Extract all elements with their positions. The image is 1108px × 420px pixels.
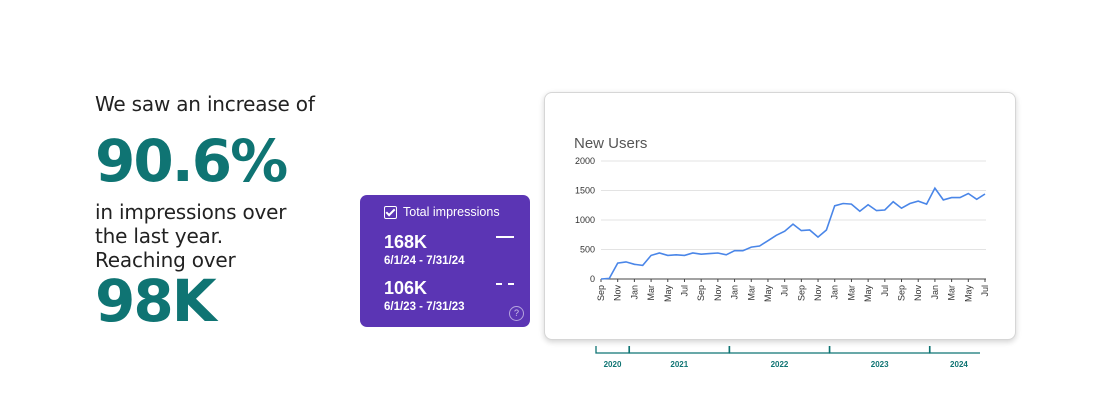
x-tick-label: Jan bbox=[730, 285, 740, 300]
headline-text-2: the last year. bbox=[95, 224, 223, 248]
y-tick-label: 500 bbox=[580, 245, 595, 255]
y-tick-label: 2000 bbox=[575, 156, 595, 166]
impressions-toggle[interactable]: Total impressions bbox=[384, 205, 500, 219]
dashed-line-legend-icon bbox=[496, 283, 514, 285]
headline-text-3: Reaching over bbox=[95, 248, 236, 272]
x-tick-label: Nov bbox=[713, 285, 723, 302]
x-tick-label: May bbox=[863, 285, 873, 303]
x-tick-label: Jul bbox=[980, 285, 990, 297]
x-tick-label: May bbox=[663, 285, 673, 303]
year-label: 2021 bbox=[670, 360, 688, 369]
y-tick-label: 0 bbox=[590, 274, 595, 284]
year-label: 2023 bbox=[871, 360, 889, 369]
x-tick-label: Jan bbox=[629, 285, 639, 300]
year-bracket bbox=[628, 346, 730, 354]
chart-title: New Users bbox=[574, 135, 647, 152]
x-tick-label: Nov bbox=[613, 285, 623, 302]
x-tick-label: Mar bbox=[746, 285, 756, 301]
year-bracket bbox=[595, 346, 630, 354]
x-tick-label: Jul bbox=[780, 285, 790, 297]
x-tick-label: Mar bbox=[947, 285, 957, 301]
previous-date-range: 6/1/23 - 7/31/23 bbox=[384, 301, 465, 313]
x-tick-label: Sep bbox=[596, 285, 606, 301]
total-impressions-card: Total impressions 168K 6/1/24 - 7/31/24 … bbox=[360, 195, 530, 327]
previous-period: 106K 6/1/23 - 7/31/23 bbox=[384, 278, 465, 314]
x-tick-label: Sep bbox=[696, 285, 706, 301]
increase-percentage: 90.6% bbox=[95, 127, 288, 195]
year-bracket bbox=[929, 346, 980, 354]
headline-intro: We saw an increase of bbox=[95, 92, 315, 116]
headline-text-1: in impressions over bbox=[95, 200, 287, 224]
x-tick-label: Sep bbox=[897, 285, 907, 301]
x-tick-label: Nov bbox=[813, 285, 823, 302]
x-tick-label: Nov bbox=[913, 285, 923, 302]
year-label: 2022 bbox=[771, 360, 789, 369]
checkbox-icon[interactable] bbox=[384, 205, 397, 219]
x-tick-label: Mar bbox=[846, 285, 856, 301]
year-bracket bbox=[829, 346, 931, 354]
y-tick-label: 1500 bbox=[575, 186, 595, 196]
question-icon[interactable]: ? bbox=[509, 306, 524, 321]
current-date-range: 6/1/24 - 7/31/24 bbox=[384, 255, 465, 267]
year-label: 2020 bbox=[604, 360, 622, 369]
x-tick-label: Jan bbox=[930, 285, 940, 300]
year-label: 2024 bbox=[950, 360, 968, 369]
new-users-chart-card: New Users 0 500 1000 1500 2000 Sep Nov Jan Mar M… bbox=[544, 92, 1016, 340]
current-period: 168K 6/1/24 - 7/31/24 bbox=[384, 232, 465, 268]
year-brackets: 2020 2021 2022 2023 2024 bbox=[595, 346, 980, 369]
x-tick-label: May bbox=[763, 285, 773, 303]
impressions-title: Total impressions bbox=[403, 205, 500, 219]
new-users-line bbox=[600, 186, 986, 280]
current-impressions-value: 168K bbox=[384, 232, 428, 252]
x-tick-label: Jan bbox=[830, 285, 840, 300]
previous-impressions-value: 106K bbox=[384, 278, 428, 298]
y-tick-label: 1000 bbox=[575, 215, 595, 225]
solid-line-legend-icon bbox=[496, 236, 514, 238]
x-tick-label: Mar bbox=[646, 285, 656, 301]
new-users-chart: New Users 0 500 1000 1500 2000 Sep Nov Jan Mar M… bbox=[574, 135, 990, 303]
x-tick-label: May bbox=[963, 285, 973, 303]
x-tick-label: Jul bbox=[880, 285, 890, 297]
x-tick-label: Sep bbox=[796, 285, 806, 301]
reach-figure: 98K bbox=[95, 267, 217, 335]
year-bracket bbox=[728, 346, 831, 354]
x-tick-label: Jul bbox=[679, 285, 689, 297]
